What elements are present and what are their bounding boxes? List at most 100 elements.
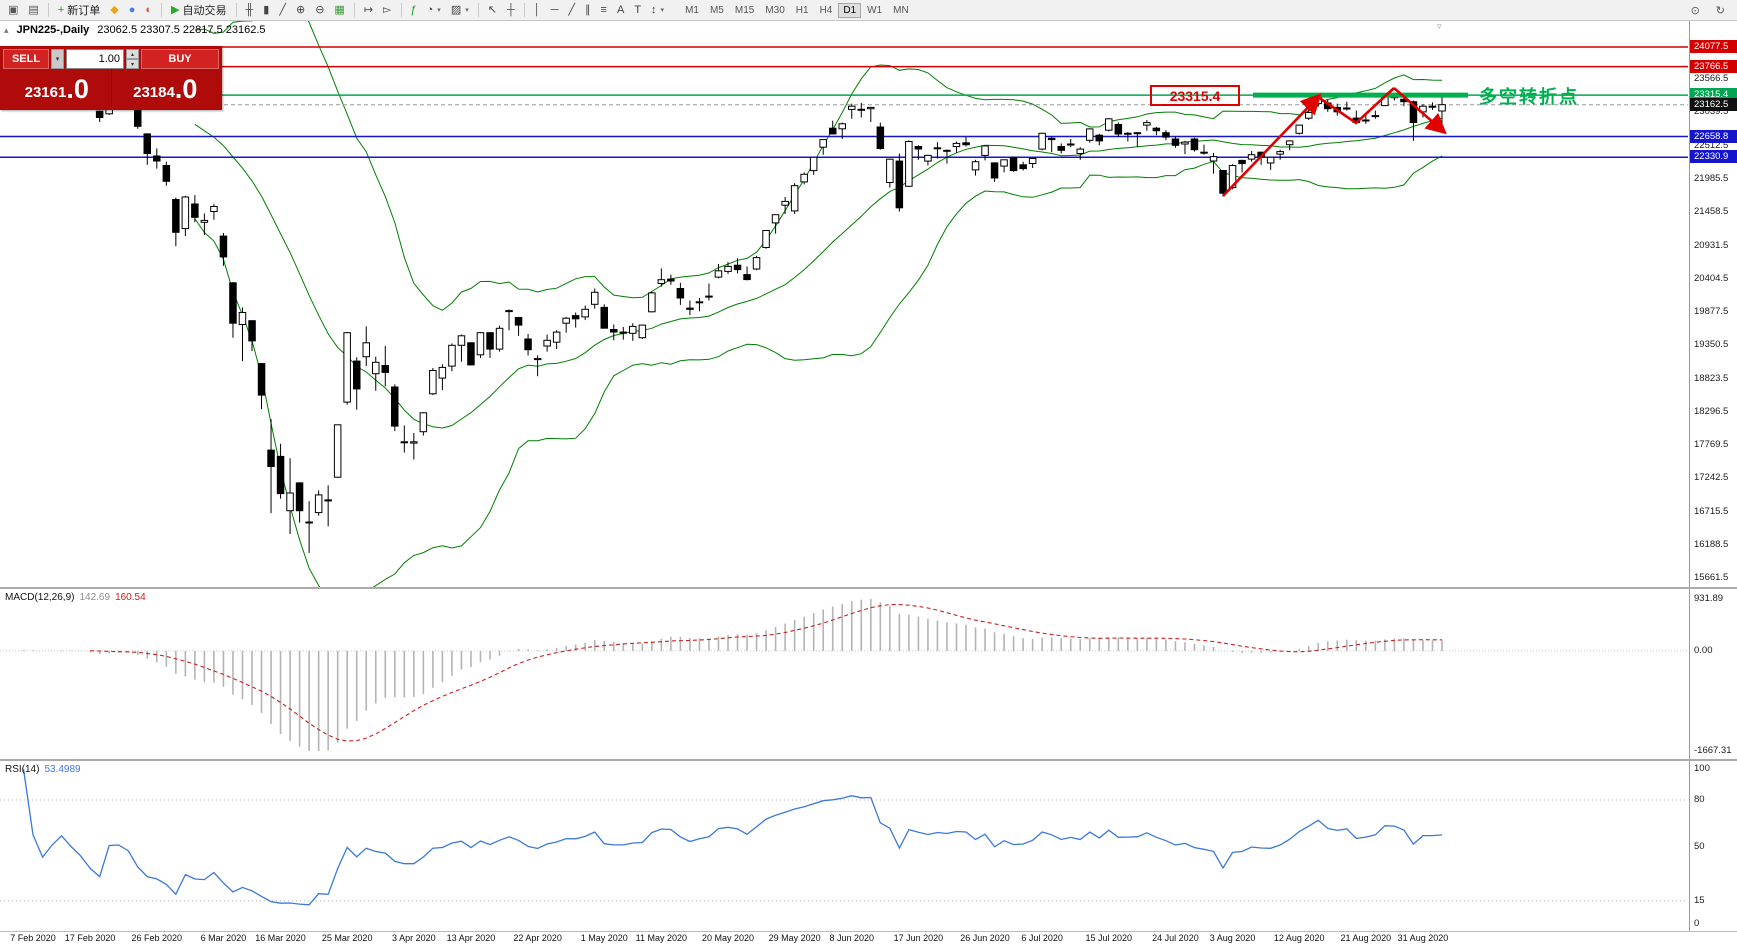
rsi-value: 53.4989: [44, 764, 81, 775]
panel-collapse-icon[interactable]: ▴: [4, 24, 9, 35]
timeframe-button-m1[interactable]: M1: [685, 4, 699, 16]
rsi-scale-label: 100: [1694, 763, 1710, 774]
equidistant-channel-icon[interactable]: ∥: [581, 2, 595, 19]
autotrading-button[interactable]: ▶ 自动交易: [167, 2, 230, 19]
buy-button[interactable]: BUY: [141, 49, 219, 69]
toolbar-icons: ▣ ▤ + 新订单 ◆ ● ◐ ▶ 自动交易 ╫ ▮ ╱ ⊕ ⊖ ▦ ↦ ▻ ƒ ◔ ▾ ▨ ▾ ↖ ┼ │ ─ ╱ ∥ ≡ A T ↕ ▾: [4, 2, 668, 19]
mql5-community-icon[interactable]: ◆: [106, 2, 122, 19]
search-icon[interactable]: ⊙: [1690, 4, 1700, 17]
rsi-panel-separator[interactable]: [0, 759, 1737, 761]
macd-scale-label: 931.89: [1694, 593, 1724, 604]
trend-arrow-objects[interactable]: [1222, 87, 1447, 197]
toolbar-separator: [235, 3, 237, 17]
chat-icon[interactable]: ●: [125, 2, 140, 19]
new-chart-icon[interactable]: ▣: [4, 2, 22, 19]
price-tick-label: 15661.5: [1694, 572, 1729, 584]
crosshair-icon[interactable]: ┼: [503, 2, 519, 19]
chat-icon: ●: [128, 3, 136, 16]
sell-button[interactable]: SELL: [3, 49, 49, 69]
text-label-icon: T: [634, 3, 642, 16]
fibonacci-icon[interactable]: ≡: [597, 2, 611, 19]
text-icon[interactable]: A: [613, 2, 628, 19]
cursor-icon[interactable]: ↖: [484, 2, 501, 19]
rsi-indicator-label: RSI(14) 53.4989: [5, 764, 81, 775]
periods-icon: ◔: [426, 3, 434, 16]
timeframe-button-h1[interactable]: H1: [795, 4, 809, 16]
toolbar-separator: [523, 3, 525, 17]
macd-panel-separator[interactable]: [0, 587, 1737, 589]
volume-step-up-icon[interactable]: ▴: [126, 49, 139, 59]
price-line-tag: 24077.5: [1690, 40, 1737, 53]
turning-point-label[interactable]: 多空转折点: [1479, 87, 1579, 107]
timeframe-button-h4[interactable]: H4: [819, 4, 833, 16]
chart-profiles-icon: ▤: [28, 3, 39, 16]
macd-scale-label: 0.00: [1694, 644, 1713, 656]
tile-windows-icon[interactable]: ▦: [330, 2, 348, 19]
price-tick-label: 20931.5: [1694, 239, 1729, 251]
timeframe-button-mn[interactable]: MN: [893, 4, 909, 16]
time-axis-label: 6 Mar 2020: [200, 933, 247, 943]
rsi-scale-label: 0: [1694, 918, 1700, 929]
chart-shift-marker-icon[interactable]: ▿: [1437, 21, 1442, 31]
zoom-out-icon[interactable]: ⊖: [311, 2, 328, 19]
volume-input[interactable]: [66, 49, 124, 69]
macd-main-value: 142.69: [79, 592, 111, 603]
periods-icon[interactable]: ◔ ▾: [423, 2, 445, 19]
text-icon: A: [616, 3, 625, 16]
volume-dropdown-icon[interactable]: ▾: [51, 49, 64, 69]
price-line-tag: 23766.5: [1690, 59, 1737, 73]
volume-step-down-icon[interactable]: ▾: [126, 59, 139, 69]
rsi-indicator: [0, 768, 1688, 906]
price-scale[interactable]: 23566.5 23039.5 22512.5 21985.5 21458.5 20931…: [1690, 0, 1737, 945]
cursor-icon: ↖: [487, 3, 497, 16]
timeframe-button-d1[interactable]: D1: [838, 2, 862, 18]
macd-indicator: [0, 599, 1688, 751]
price-scale-border: [1689, 21, 1690, 945]
templates-icon[interactable]: ▨ ▾: [447, 2, 473, 19]
time-axis-label: 29 May 2020: [768, 933, 821, 943]
candlestick-chart-icon[interactable]: ▮: [259, 2, 273, 19]
time-scale[interactable]: 7 Feb 2020 17 Feb 2020 26 Feb 2020 6 Mar 20…: [0, 932, 1690, 945]
buy-price[interactable]: 23184.0: [112, 69, 220, 107]
line-chart-icon[interactable]: ╱: [275, 2, 290, 19]
timeframe-button-m30[interactable]: M30: [765, 4, 785, 16]
community-icon[interactable]: ↻: [1715, 4, 1725, 17]
panel-divider: [110, 69, 112, 107]
toolbar: ▣ ▤ + 新订单 ◆ ● ◐ ▶ 自动交易 ╫ ▮ ╱ ⊕ ⊖ ▦ ↦ ▻ ƒ ◔ ▾ ▨ ▾ ↖ ┼ │ ─ ╱ ∥ ≡ A T ↕ ▾ M…: [0, 0, 1737, 21]
chart-shift-icon[interactable]: ▻: [379, 2, 395, 19]
chart-shift-icon: ▻: [383, 3, 392, 16]
vertical-line-icon[interactable]: │: [530, 2, 545, 19]
chart-profiles-icon[interactable]: ▤: [24, 2, 42, 19]
one-click-trading-panel: SELL ▾ ▴ ▾ BUY 23161.0 23184.0: [0, 46, 222, 110]
autotrading-button-label: 自动交易: [182, 5, 227, 17]
horizontal-line-objects[interactable]: [0, 46, 1688, 158]
bar-chart-icon[interactable]: ╫: [242, 2, 258, 19]
timeframe-button-m15[interactable]: M15: [734, 4, 755, 16]
sell-price-small: 23161: [24, 84, 67, 101]
toolbar-separator: [47, 3, 49, 17]
chart-ohlc-values: 23062.5 23307.5 22817.5 23162.5: [97, 24, 266, 36]
trendline-icon[interactable]: ╱: [564, 2, 579, 19]
time-axis-label: 21 Aug 2020: [1340, 933, 1392, 943]
horizontal-line-icon[interactable]: ─: [547, 2, 563, 19]
timeframe-button-w1[interactable]: W1: [867, 4, 883, 16]
timeframe-button-m5[interactable]: M5: [709, 4, 724, 16]
macd-scale-label: -1667.31: [1694, 745, 1732, 756]
zoom-in-icon[interactable]: ⊕: [292, 2, 309, 19]
sell-price[interactable]: 23161.0: [3, 69, 111, 107]
time-axis-label: 11 May 2020: [635, 933, 688, 943]
indicators-icon[interactable]: ƒ: [407, 2, 421, 19]
news-icon[interactable]: ◐: [141, 2, 156, 19]
text-label-icon[interactable]: T: [630, 2, 645, 19]
arrows-icon[interactable]: ↕ ▾: [647, 2, 668, 19]
price-line-tag: 22658.8: [1690, 129, 1737, 143]
bar-chart-icon: ╫: [245, 3, 254, 16]
price-tick-label: 23039.5: [1694, 106, 1729, 118]
equidistant-channel-icon: ∥: [585, 3, 591, 16]
new-order-button: +: [57, 3, 65, 16]
new-order-button[interactable]: + 新订单: [54, 2, 104, 19]
auto-scroll-icon[interactable]: ↦: [360, 2, 377, 19]
templates-icon: ▨: [450, 3, 462, 16]
price-annotation-box[interactable]: 23315.4: [1150, 85, 1240, 106]
